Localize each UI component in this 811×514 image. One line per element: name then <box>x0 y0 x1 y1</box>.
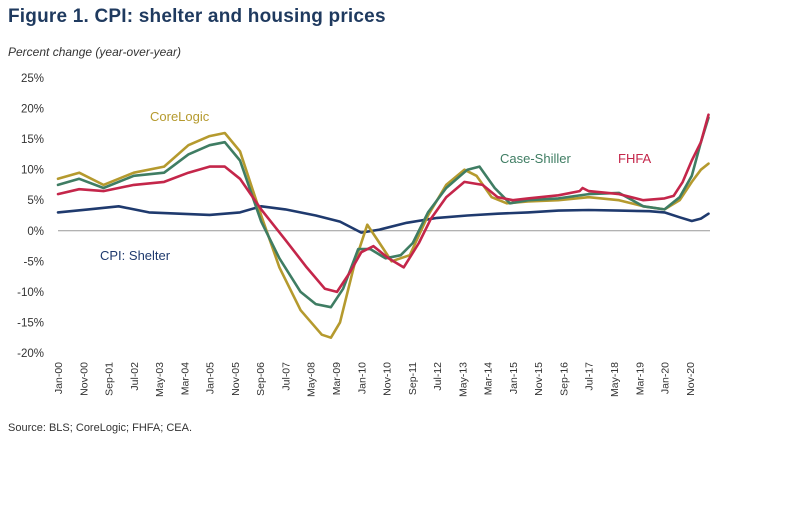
x-tick-label: Nov-15 <box>533 362 545 396</box>
series-line-cpi-shelter <box>56 205 710 234</box>
label-case-shiller: Case-Shiller <box>500 151 571 166</box>
label-fhfa: FHFA <box>618 151 652 166</box>
y-tick-label: -20% <box>17 348 44 360</box>
x-tick-label: Mar-14 <box>483 362 495 395</box>
y-tick-label: 25% <box>21 73 44 85</box>
x-tick-label: Jan-15 <box>508 362 520 394</box>
x-tick-label: Sep-01 <box>104 362 116 396</box>
figure-subtitle: Percent change (year-over-year) <box>8 45 181 59</box>
x-tick-label: May-03 <box>154 362 166 397</box>
x-tick-label: Mar-19 <box>634 362 646 395</box>
y-tick-label: -10% <box>17 287 44 299</box>
figure-title: Figure 1. CPI: shelter and housing price… <box>8 6 386 27</box>
x-tick-label: Jul-17 <box>584 362 596 391</box>
y-tick-label: 0% <box>27 226 44 238</box>
x-tick-label: Nov-05 <box>230 362 242 396</box>
x-tick-label: Jan-20 <box>660 362 672 394</box>
x-tick-label: Jan-05 <box>205 362 217 394</box>
x-tick-label: May-18 <box>609 362 621 397</box>
x-tick-label: Jan-10 <box>356 362 368 394</box>
x-tick-label: Jan-00 <box>53 362 65 394</box>
x-tick-label: May-13 <box>457 362 469 397</box>
x-tick-label: Nov-10 <box>382 362 394 396</box>
y-tick-label: 15% <box>21 134 44 146</box>
x-tick-label: Mar-04 <box>179 362 191 395</box>
label-cpi-shelter: CPI: Shelter <box>100 248 171 263</box>
series-line-corelogic <box>56 131 710 339</box>
x-tick-label: Jul-02 <box>129 362 141 391</box>
x-tick-label: Nov-20 <box>685 362 697 396</box>
y-tick-label: 5% <box>27 195 44 207</box>
source-note: Source: BLS; CoreLogic; FHFA; CEA. <box>8 422 193 434</box>
x-tick-label: Jul-07 <box>280 362 292 391</box>
x-tick-label: Sep-11 <box>407 362 419 395</box>
x-tick-label: Sep-06 <box>255 362 267 396</box>
x-tick-label: May-08 <box>306 362 318 397</box>
x-tick-label: Jul-12 <box>432 362 444 391</box>
x-tick-label: Mar-09 <box>331 362 343 395</box>
x-tick-label: Nov-00 <box>78 362 90 396</box>
x-tick-label: Sep-16 <box>558 362 570 396</box>
y-tick-label: 10% <box>21 165 44 177</box>
label-corelogic: CoreLogic <box>150 109 210 124</box>
y-tick-label: -15% <box>17 317 44 329</box>
series-line-fhfa <box>56 113 710 294</box>
y-tick-label: 20% <box>21 104 44 116</box>
y-tick-label: -5% <box>24 256 44 268</box>
